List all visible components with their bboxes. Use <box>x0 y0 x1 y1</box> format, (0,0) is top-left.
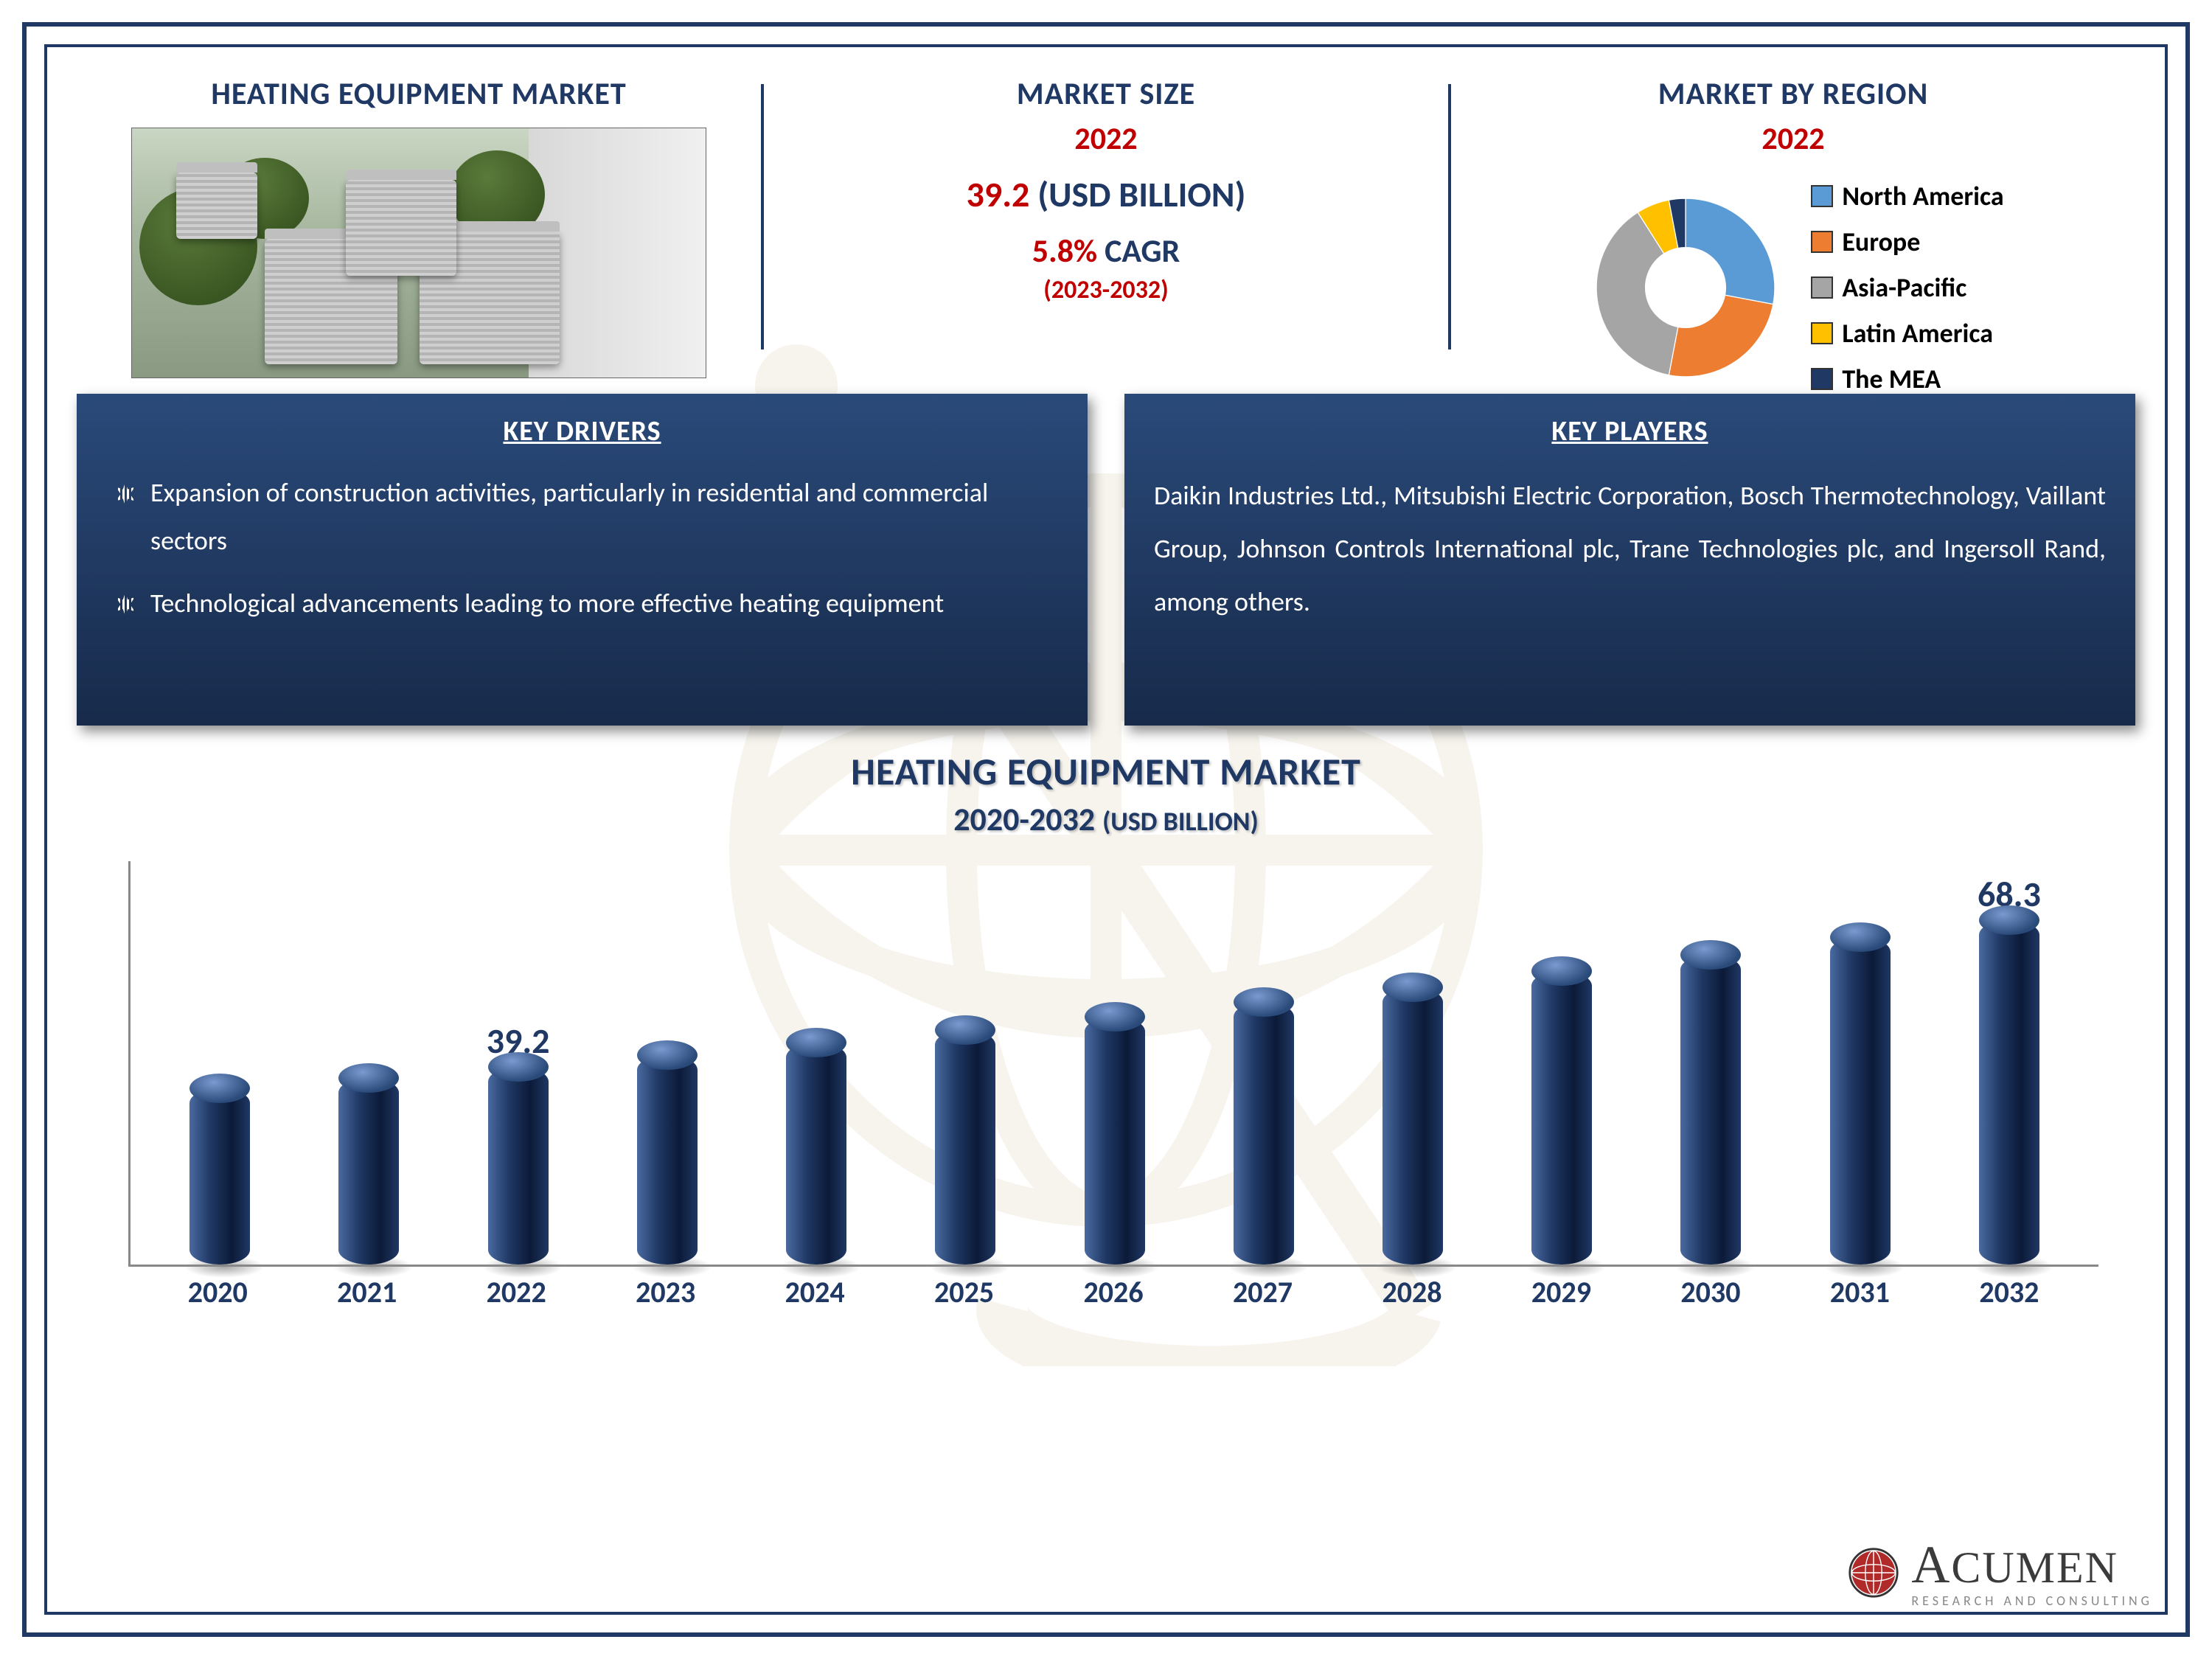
bar <box>1234 1002 1294 1265</box>
key-players-panel: KEY PLAYERS Daikin Industries Ltd., Mits… <box>1124 394 2135 726</box>
legend-item: Latin America <box>1811 317 2003 349</box>
logo-brand: ACUMEN <box>1911 1538 2153 1591</box>
key-drivers-title: KEY DRIVERS <box>106 414 1058 448</box>
legend-swatch <box>1811 368 1833 390</box>
cagr-line: 5.8% CAGR <box>1032 231 1180 271</box>
market-size-title: MARKET SIZE <box>1017 75 1195 113</box>
bar-slot <box>891 861 1040 1265</box>
bar <box>1680 955 1741 1265</box>
bar-slot <box>145 861 294 1265</box>
x-axis-label: 2024 <box>740 1274 889 1318</box>
market-size-year: 2022 <box>1074 120 1137 158</box>
bar-chart-title: HEATING EQUIPMENT MARKET <box>77 748 2135 795</box>
x-axis-label: 2031 <box>1785 1274 1934 1318</box>
bar-chart-section: HEATING EQUIPMENT MARKET 2020-2032 (USD … <box>77 748 2135 1318</box>
top-summary-row: HEATING EQUIPMENT MARKET MARKET SIZE 202… <box>77 69 2135 379</box>
bar-chart-plot-area: 39.2 68.3 <box>128 861 2098 1267</box>
legend-label: Asia-Pacific <box>1842 271 1966 304</box>
key-players-title: KEY PLAYERS <box>1154 414 2106 448</box>
bar-chart-range: 2020-2032 <box>953 799 1095 839</box>
market-size-number: 39.2 <box>967 173 1030 216</box>
legend-label: Europe <box>1842 226 1920 258</box>
bar <box>1382 987 1443 1265</box>
bar <box>1830 937 1891 1265</box>
legend-label: Latin America <box>1842 317 1993 349</box>
x-axis-label: 2029 <box>1486 1274 1635 1318</box>
bar-slot <box>1487 861 1636 1265</box>
bar <box>786 1043 846 1265</box>
bar-chart: 39.268.3 2020202120222023202420252026202… <box>106 861 2106 1318</box>
legend-item: Asia-Pacific <box>1811 271 2003 304</box>
inner-frame: HEATING EQUIPMENT MARKET MARKET SIZE 202… <box>44 44 2168 1615</box>
legend-label: The MEA <box>1842 363 1941 395</box>
bar <box>1979 920 2039 1265</box>
x-axis-label: 2021 <box>292 1274 441 1318</box>
market-size-value: 39.2 (USD BILLION) <box>967 173 1246 216</box>
cagr-value: 5.8% <box>1032 231 1097 271</box>
x-axis-label: 2025 <box>889 1274 1038 1318</box>
key-players-text: Daikin Industries Ltd., Mitsubishi Elect… <box>1154 469 2106 628</box>
bar <box>637 1055 698 1265</box>
bar-slot <box>1786 861 1935 1265</box>
bar-slot: 68.3 <box>1935 861 2084 1265</box>
x-axis-label: 2027 <box>1188 1274 1337 1318</box>
bar-slot: 39.2 <box>443 861 592 1265</box>
region-donut-chart <box>1582 184 1789 391</box>
legend-item: North America <box>1811 180 2003 212</box>
market-size-unit: (USD BILLION) <box>1037 173 1245 216</box>
region-title: MARKET BY REGION <box>1658 75 1929 113</box>
bar-slot <box>1636 861 1785 1265</box>
region-legend: North America Europe Asia-Pacific Latin Ame… <box>1811 180 2003 395</box>
legend-label: North America <box>1842 180 2003 212</box>
bar-chart-subtitle: 2020-2032 (USD BILLION) <box>77 799 2135 839</box>
legend-swatch <box>1811 276 1833 299</box>
driver-item: Expansion of construction activities, pa… <box>106 469 1058 565</box>
region-year: 2022 <box>1761 120 1824 158</box>
footer-logo: ACUMEN RESEARCH AND CONSULTING <box>1848 1538 2153 1607</box>
legend-item: The MEA <box>1811 363 2003 395</box>
bar-slot <box>1040 861 1189 1265</box>
bar-slot <box>294 861 443 1265</box>
legend-swatch <box>1811 231 1833 253</box>
hero-image <box>131 128 706 378</box>
legend-item: Europe <box>1811 226 2003 258</box>
bar <box>189 1088 250 1265</box>
hero-title: HEATING EQUIPMENT MARKET <box>211 75 626 113</box>
bar <box>488 1067 549 1265</box>
region-column: MARKET BY REGION 2022 North America Europ… <box>1451 69 2135 379</box>
cagr-period: (2023-2032) <box>1043 275 1168 305</box>
x-axis-label: 2030 <box>1636 1274 1785 1318</box>
bar <box>1531 971 1592 1265</box>
market-size-column: MARKET SIZE 2022 39.2 (USD BILLION) 5.8%… <box>764 69 1448 379</box>
bar-slot <box>1189 861 1338 1265</box>
bar-slot <box>593 861 742 1265</box>
key-drivers-panel: KEY DRIVERS Expansion of construction ac… <box>77 394 1088 726</box>
logo-globe-icon <box>1848 1547 1899 1599</box>
legend-swatch <box>1811 322 1833 344</box>
bar-chart-unit: (USD BILLION) <box>1102 805 1259 838</box>
bar-slot <box>1338 861 1487 1265</box>
mid-panels-row: KEY DRIVERS Expansion of construction ac… <box>77 394 2135 726</box>
cagr-label: CAGR <box>1105 231 1180 271</box>
x-axis-label: 2023 <box>591 1274 740 1318</box>
x-axis-label: 2032 <box>1935 1274 2084 1318</box>
bars-container: 39.2 68.3 <box>131 861 2098 1265</box>
hero-column: HEATING EQUIPMENT MARKET <box>77 69 761 379</box>
logo-tagline: RESEARCH AND CONSULTING <box>1911 1594 2153 1607</box>
x-axis-label: 2026 <box>1039 1274 1188 1318</box>
bar <box>935 1030 995 1265</box>
bar-slot <box>742 861 891 1265</box>
bar <box>338 1078 399 1265</box>
x-axis-label: 2028 <box>1338 1274 1486 1318</box>
x-axis-label: 2022 <box>442 1274 591 1318</box>
x-axis-label: 2020 <box>143 1274 292 1318</box>
legend-swatch <box>1811 185 1833 207</box>
bar <box>1085 1017 1145 1265</box>
x-axis-labels: 2020202120222023202420252026202720282029… <box>128 1274 2098 1318</box>
driver-item: Technological advancements leading to mo… <box>106 580 1058 627</box>
drivers-list: Expansion of construction activities, pa… <box>106 469 1058 627</box>
